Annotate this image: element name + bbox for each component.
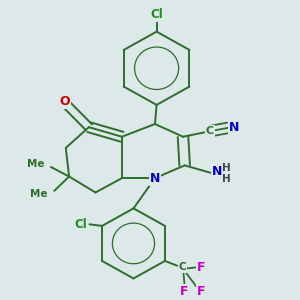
- Text: Cl: Cl: [74, 218, 87, 231]
- Text: Me: Me: [27, 159, 44, 169]
- Text: H: H: [222, 163, 230, 172]
- Text: H: H: [222, 174, 230, 184]
- Text: F: F: [197, 285, 206, 298]
- Text: N: N: [229, 121, 239, 134]
- Text: N: N: [212, 165, 222, 178]
- Text: F: F: [197, 261, 206, 274]
- Text: C: C: [178, 262, 186, 272]
- Text: Me: Me: [30, 189, 48, 199]
- Text: N: N: [150, 172, 160, 184]
- Text: O: O: [59, 95, 70, 108]
- Text: Cl: Cl: [150, 8, 163, 21]
- Text: C: C: [206, 126, 214, 136]
- Text: F: F: [180, 285, 188, 298]
